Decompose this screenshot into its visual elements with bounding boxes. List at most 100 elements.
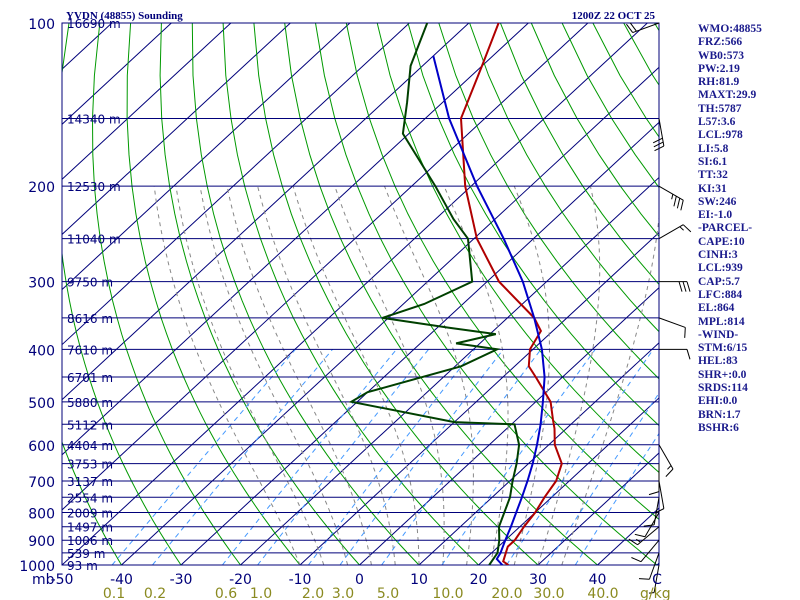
plot-frame: [61, 22, 660, 566]
mixing-ratio-label: 20.0: [491, 586, 522, 600]
sounding-indices-panel: WMO:48855 FRZ:566 WB0:573 PW:2.19 RH:81.9 MAX…: [698, 23, 798, 435]
sounding-index: EL:864: [698, 302, 735, 315]
valid-time: 1200Z 22 OCT 25: [572, 10, 656, 22]
temperature-tick-label: -20: [229, 572, 252, 588]
mixing-ratio-label: 2.0: [302, 586, 324, 600]
sounding-index: TH:5787: [698, 102, 742, 115]
pressure-tick-label: 300: [28, 276, 55, 292]
wind-barb: [658, 224, 692, 240]
dry-adiabat: [62, 440, 123, 565]
sounding-index: CAP:5.7: [698, 275, 740, 288]
sounding-index: HEL:83: [698, 355, 738, 368]
height-label: 2009 m: [67, 506, 113, 520]
mixing-ratio-label: 10.0: [432, 586, 463, 600]
temperature-tick-label: 10: [410, 572, 428, 588]
isotherm-line: [62, 23, 232, 181]
moist-adiabat: [257, 186, 396, 565]
station-title: YVDN (48855) Sounding: [66, 10, 183, 22]
isotherm-line: [62, 23, 648, 565]
isotherm-line: [62, 23, 410, 346]
height-label: 1497 m: [67, 521, 113, 535]
pressure-tick-label: 900: [28, 534, 55, 550]
sounding-index: -WIND-: [698, 328, 739, 341]
height-label: 93 m: [67, 559, 98, 573]
wind-barb: [626, 22, 660, 34]
isotherm-line: [478, 397, 659, 565]
pressure-tick-label: 700: [28, 475, 55, 491]
pressure-unit-label: mb: [32, 572, 55, 588]
wind-barb: [628, 526, 660, 546]
dry-adiabat: [315, 23, 658, 565]
pressure-tick-label: 200: [28, 180, 55, 196]
moist-adiabat: [537, 186, 601, 565]
series-parcel-path: [432, 55, 546, 565]
temperature-tick-label: C: [652, 572, 662, 588]
sounding-index: TT:32: [698, 169, 728, 182]
sounding-index: LCL:939: [698, 262, 743, 275]
height-label: 11040 m: [67, 233, 121, 247]
mixing-ratio-line: [574, 432, 659, 565]
isotherm-line: [418, 342, 659, 565]
series-temperature: [459, 23, 563, 565]
dry-adiabat: [91, 23, 242, 565]
height-label: 9750 m: [67, 276, 113, 290]
dry-adiabat: [222, 23, 480, 565]
mixing-ratio-label: 0.6: [215, 586, 237, 600]
mixing-ratio-line: [111, 348, 296, 565]
temperature-tick-label: 0: [355, 572, 364, 588]
sounding-index: SI:6.1: [698, 155, 728, 168]
isotherm-grid: [62, 23, 659, 565]
wind-barb: [634, 512, 660, 538]
dry-adiabat: [126, 23, 301, 565]
wind-barb: [658, 444, 674, 477]
isotherm-line: [537, 452, 659, 565]
mixing-ratio-label: 1.0: [250, 586, 272, 600]
mixing-ratio-label: 0.1: [103, 586, 125, 600]
sounding-index: LI:5.8: [698, 142, 729, 155]
sounding-index: PW:2.19: [698, 62, 740, 75]
dry-adiabats: [62, 23, 659, 565]
dry-adiabat: [345, 23, 659, 521]
dry-adiabat: [376, 23, 659, 474]
mixing-ratio-label: 5.0: [377, 586, 399, 600]
height-label: 6701 m: [67, 371, 113, 385]
sounding-index: FRZ:566: [698, 36, 743, 49]
mixing-ratio-lines: [111, 348, 659, 565]
sounding-index: SRDS:114: [698, 382, 748, 395]
wind-barb: [643, 497, 660, 527]
height-label: 16690 m: [67, 17, 121, 31]
sounding-index: L57:3.6: [698, 116, 736, 129]
sounding-index: RH:81.9: [698, 76, 740, 89]
series-dewpoint: [348, 23, 521, 565]
temperature-tick-label: 20: [470, 572, 488, 588]
dry-adiabat: [191, 23, 420, 565]
mixing-ratio-unit: g/kg: [640, 586, 671, 600]
pressure-tick-label: 400: [28, 343, 55, 359]
mixing-ratio-label: 30.0: [533, 586, 564, 600]
height-label: 12530 m: [67, 180, 121, 194]
isotherm-line: [62, 23, 529, 456]
mixing-ratio-line: [339, 348, 504, 565]
sounding-traces: [348, 23, 563, 565]
sounding-index: LCL:978: [698, 129, 743, 142]
isotherm-line: [240, 176, 659, 565]
mixing-ratio-line: [308, 348, 476, 565]
mixing-ratio-label: 40.0: [587, 586, 618, 600]
mixing-ratio-label: 3.0: [332, 586, 354, 600]
temperature-tick-label: -30: [170, 572, 193, 588]
sounding-index: -PARCEL-: [698, 222, 753, 235]
sounding-index: LFC:884: [698, 288, 743, 301]
wind-barb: [652, 118, 665, 152]
pressure-tick-label: 800: [28, 506, 55, 522]
isotherm-line: [62, 23, 291, 236]
sounding-index: BSHR:6: [698, 421, 739, 434]
moist-adiabat: [153, 186, 301, 565]
dry-adiabat: [159, 23, 361, 565]
dry-adiabat: [469, 23, 659, 333]
temperature-tick-label: -50: [51, 572, 74, 588]
temperature-tick-label: 40: [589, 572, 607, 588]
sounding-index: BRN:1.7: [698, 408, 741, 421]
wind-barb: [659, 348, 691, 360]
